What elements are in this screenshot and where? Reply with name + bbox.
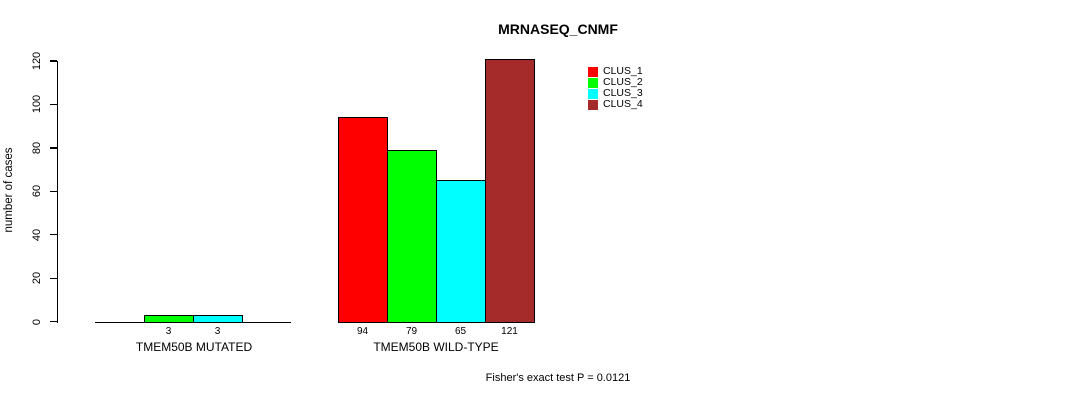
y-tick xyxy=(49,60,57,62)
y-tick xyxy=(49,277,57,279)
y-tick-label: 100 xyxy=(31,95,43,114)
legend-label-clus-1: CLUS_1 xyxy=(603,65,643,77)
y-tick-label: 60 xyxy=(31,185,43,198)
legend-swatch-clus-1-icon xyxy=(588,66,598,77)
y-tick-label: 80 xyxy=(31,141,43,154)
y-tick xyxy=(49,234,57,236)
legend-item-clus-2: CLUS_2 xyxy=(588,77,643,88)
y-tick-label: 0 xyxy=(31,318,43,325)
legend-label-clus-2: CLUS_2 xyxy=(603,76,643,88)
x-group-label-wild-type: TMEM50B WILD-TYPE xyxy=(373,340,499,354)
legend-swatch-clus-4-icon xyxy=(588,99,598,110)
bar-clus_2-group-1 xyxy=(387,150,437,323)
legend-item-clus-3: CLUS_3 xyxy=(588,88,643,99)
y-axis-line xyxy=(56,61,58,323)
bar-clus_3-group-0 xyxy=(193,315,243,323)
legend-item-clus-4: CLUS_4 xyxy=(588,99,643,110)
bar-clus_2-group-0 xyxy=(144,315,194,323)
y-tick xyxy=(49,103,57,106)
bar-value-label: 94 xyxy=(356,326,369,337)
x-group-label-mutated: TMEM50B MUTATED xyxy=(135,340,253,354)
bar-value-label: 79 xyxy=(405,326,418,337)
y-tick xyxy=(49,320,57,323)
bar-clus_1-group-1 xyxy=(338,117,388,323)
bar-value-label: 3 xyxy=(165,326,172,337)
legend-label-clus-4: CLUS_4 xyxy=(603,98,643,110)
y-axis-title: number of cases xyxy=(3,147,15,233)
y-tick-label: 20 xyxy=(31,272,43,285)
chart-title: MRNASEQ_CNMF xyxy=(498,21,618,37)
y-tick xyxy=(49,147,57,149)
y-tick-label: 120 xyxy=(31,51,43,71)
legend-swatch-clus-3-icon xyxy=(588,88,598,99)
bar-value-label: 65 xyxy=(454,326,467,337)
bar-clus_4-group-1 xyxy=(485,58,535,323)
legend-label-clus-3: CLUS_3 xyxy=(603,87,643,99)
bar-clus_3-group-1 xyxy=(436,180,486,323)
fisher-test-footnote: Fisher's exact test P = 0.0121 xyxy=(485,372,631,384)
legend-swatch-clus-2-icon xyxy=(588,77,598,88)
bar-value-label: 3 xyxy=(214,326,221,337)
bar-value-label: 121 xyxy=(501,326,518,337)
y-tick xyxy=(49,190,57,192)
legend: CLUS_1 CLUS_2 CLUS_3 CLUS_4 xyxy=(588,66,643,110)
y-tick-label: 40 xyxy=(31,228,43,241)
legend-item-clus-1: CLUS_1 xyxy=(588,66,643,77)
